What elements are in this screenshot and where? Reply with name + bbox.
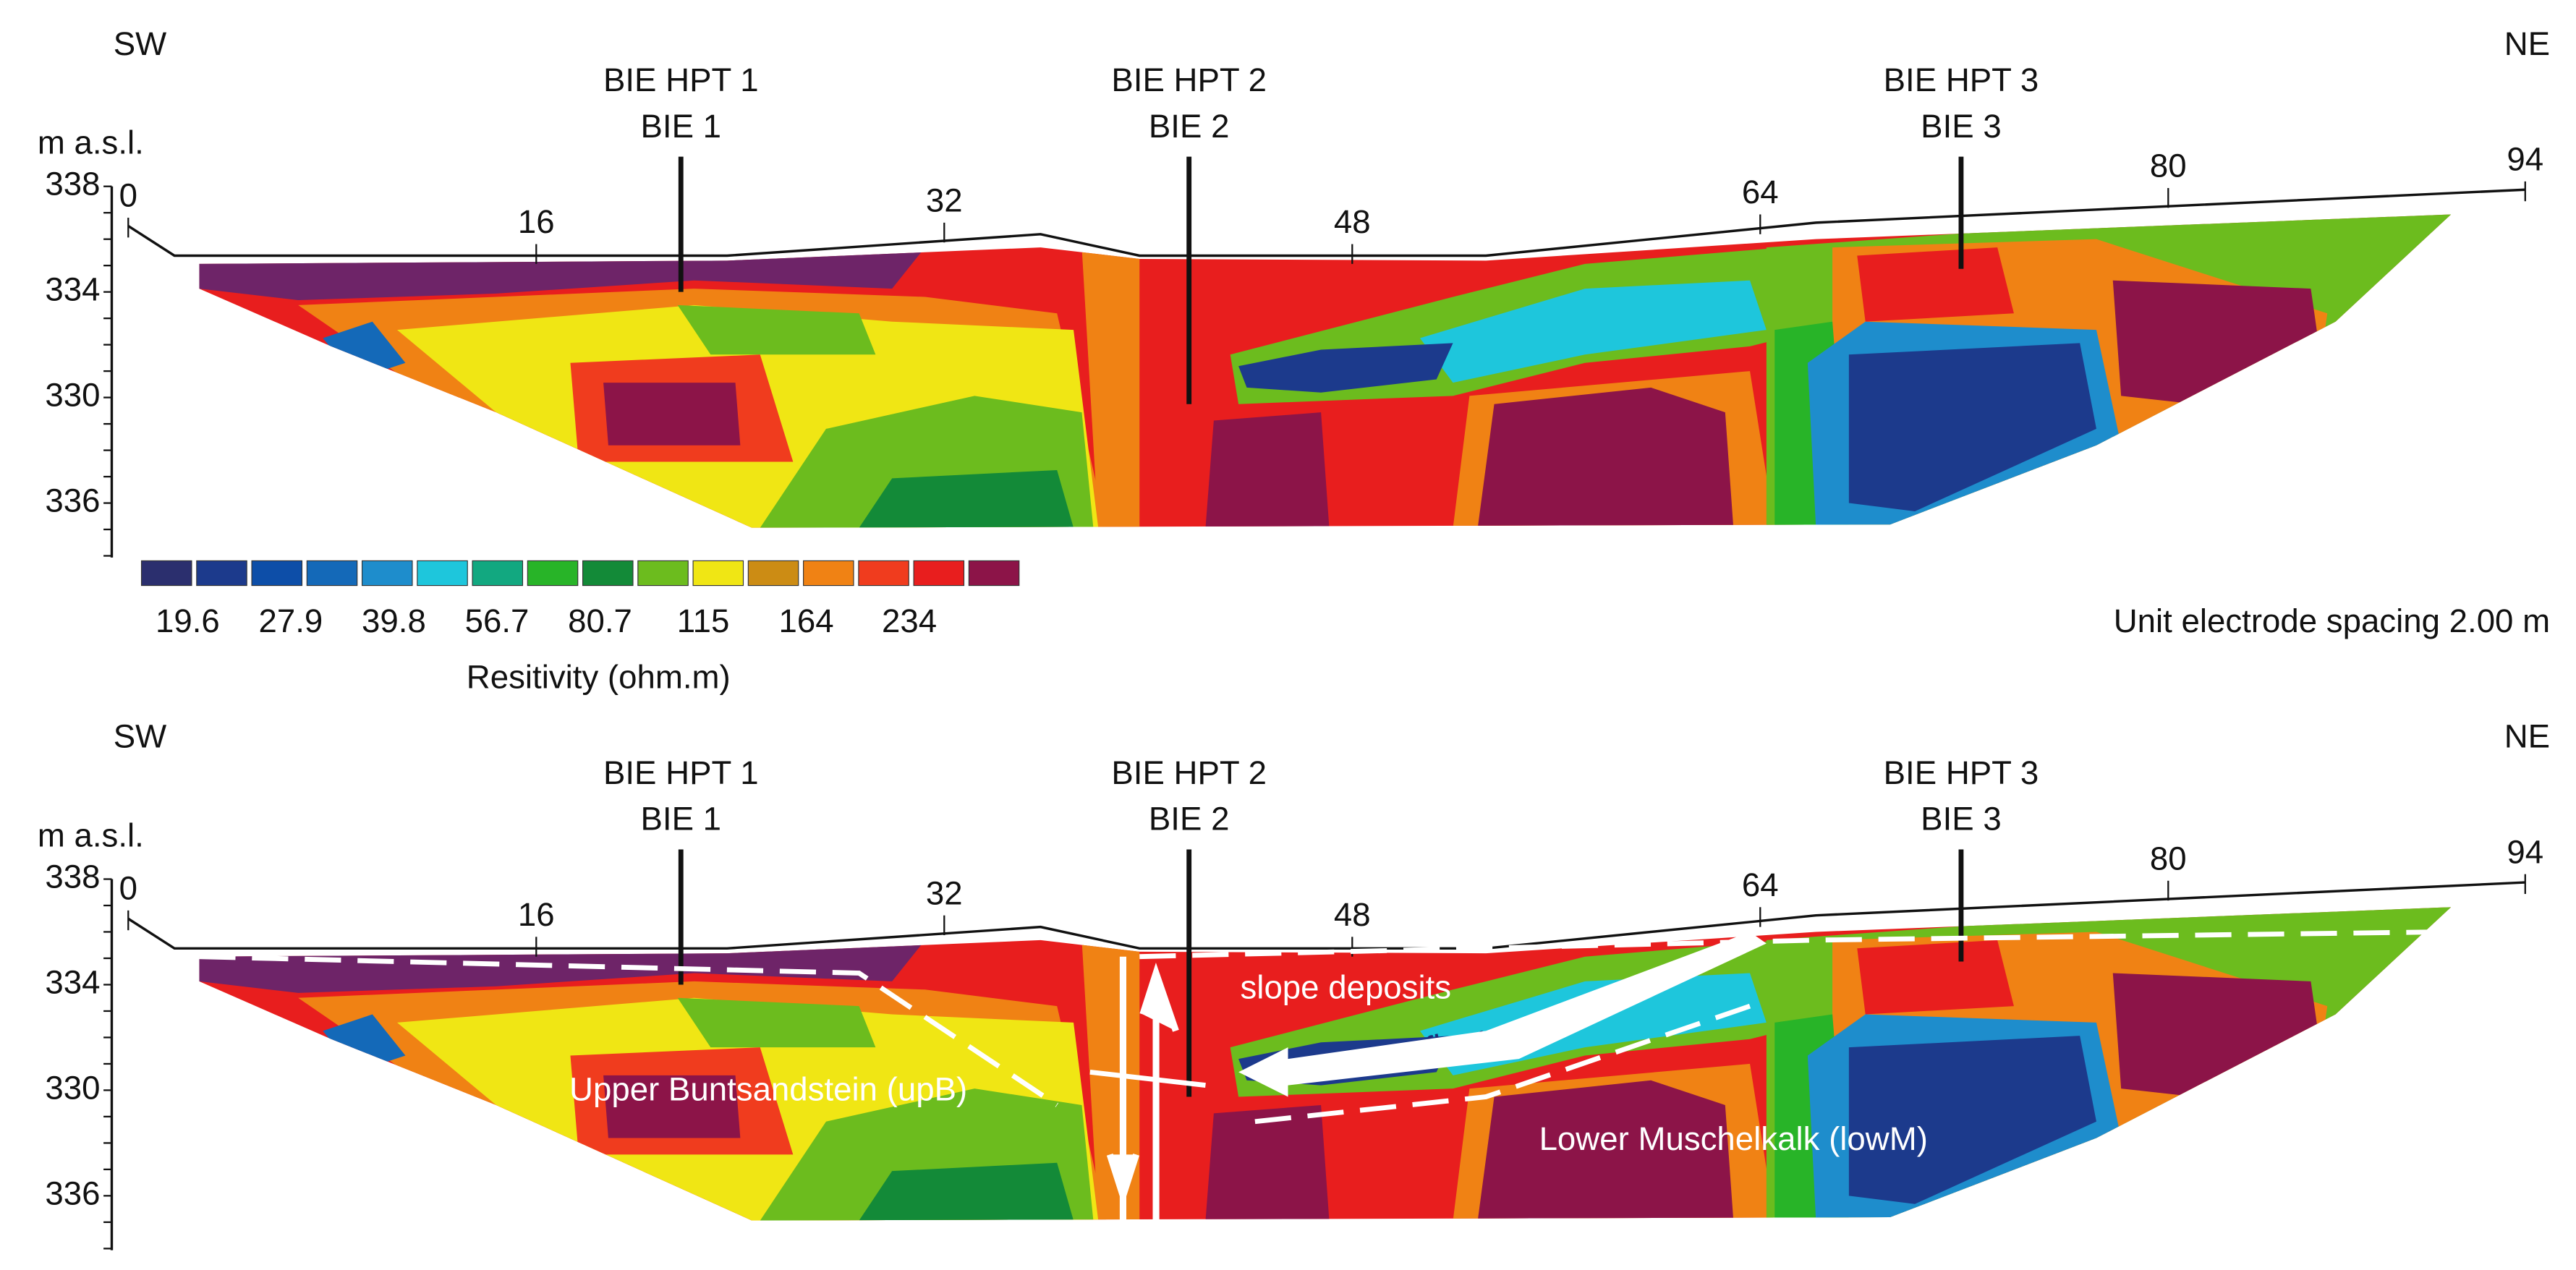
x-tick-label: 94 — [2507, 833, 2543, 870]
x-tick-label: 80 — [2150, 840, 2187, 877]
fault-arrow — [1106, 956, 1179, 1221]
legend-swatch — [968, 560, 1020, 587]
annotation: slope deposits — [1241, 968, 1452, 1005]
legend-swatch — [637, 560, 689, 587]
boundary — [199, 929, 2443, 1125]
borehole-id: BIE 2 — [1149, 801, 1230, 838]
x-tick-label: 16 — [518, 896, 555, 933]
legend-swatch — [472, 560, 524, 587]
x-tick-label: 48 — [1334, 203, 1371, 240]
direction-right: NE — [2504, 718, 2550, 755]
legend-label: 80.7 — [568, 602, 632, 639]
annotation: Lower Muschelkalk (lowM) — [1539, 1120, 1928, 1157]
borehole-id: BIE 2 — [1149, 108, 1230, 145]
x-tick-label: 64 — [1742, 866, 1779, 903]
y-axis-label: m a.s.l. — [38, 124, 144, 161]
direction-left: SW — [114, 25, 166, 62]
borehole-name: BIE HPT 2 — [1111, 754, 1267, 791]
panel: SW NE m a.s.l. 338 334 330 336 0 16 32 48 64 80 94 BIE… — [38, 25, 2550, 558]
legend-label: 115 — [677, 602, 730, 639]
direction-right: NE — [2504, 25, 2550, 62]
x-tick-label: 64 — [1742, 174, 1779, 210]
legend-label: 39.8 — [362, 602, 426, 639]
legend-swatch — [582, 560, 634, 587]
legend-label: 27.9 — [259, 602, 323, 639]
x-tick-label: 0 — [119, 870, 137, 907]
x-tick-label: 16 — [518, 203, 555, 240]
y-tick-label: 334 — [45, 271, 100, 308]
x-tick-label: 32 — [926, 182, 963, 219]
legend-swatch — [306, 560, 358, 587]
legend-label: 234 — [882, 602, 937, 639]
borehole-id: BIE 3 — [1921, 801, 2002, 838]
y-axis-label: m a.s.l. — [38, 817, 144, 854]
y-tick-label: 336 — [45, 482, 100, 519]
borehole-name: BIE HPT 3 — [1884, 754, 2039, 791]
legend-swatch — [913, 560, 965, 587]
legend-swatch — [692, 560, 744, 587]
legend-swatch — [196, 560, 247, 587]
y-tick-label: 330 — [45, 1069, 100, 1106]
legend-swatch — [858, 560, 909, 587]
fault-line — [1089, 1069, 1206, 1088]
legend-swatch — [361, 560, 413, 587]
borehole-name: BIE HPT 3 — [1884, 61, 2039, 98]
annotation: Upper Buntsandstein (upB) — [569, 1071, 967, 1108]
legend-swatch — [417, 560, 468, 587]
note: Unit electrode spacing 2.00 m — [2114, 602, 2550, 639]
x-tick-label: 48 — [1334, 896, 1371, 933]
legend-swatch — [803, 560, 854, 587]
borehole-name: BIE HPT 1 — [603, 754, 759, 791]
y-tick-label: 330 — [45, 377, 100, 414]
flow-arrow — [1238, 932, 1767, 1097]
x-tick-label: 94 — [2507, 141, 2543, 178]
borehole-id: BIE 3 — [1921, 108, 2002, 145]
legend-swatch — [140, 560, 192, 587]
legend-title: Resitivity (ohm.m) — [467, 659, 731, 696]
y-tick-label: 338 — [45, 166, 100, 203]
legend-label: 164 — [779, 602, 834, 639]
legend-swatch — [527, 560, 579, 587]
direction-left: SW — [114, 718, 166, 755]
x-tick-label: 0 — [119, 177, 137, 214]
borehole-id: BIE 1 — [640, 108, 721, 145]
borehole-id: BIE 1 — [640, 801, 721, 838]
borehole-name: BIE HPT 1 — [603, 61, 759, 98]
y-tick-label: 338 — [45, 858, 100, 895]
borehole-name: BIE HPT 2 — [1111, 61, 1267, 98]
interpretation — [199, 929, 2443, 1221]
y-tick-label: 334 — [45, 964, 100, 1001]
x-tick-label: 80 — [2150, 148, 2187, 184]
legend-swatch — [251, 560, 303, 587]
y-tick-label: 336 — [45, 1175, 100, 1211]
legend-label: 56.7 — [465, 602, 530, 639]
x-tick-label: 32 — [926, 874, 963, 911]
legend-label: 19.6 — [156, 602, 220, 639]
legend-swatch — [747, 560, 799, 587]
